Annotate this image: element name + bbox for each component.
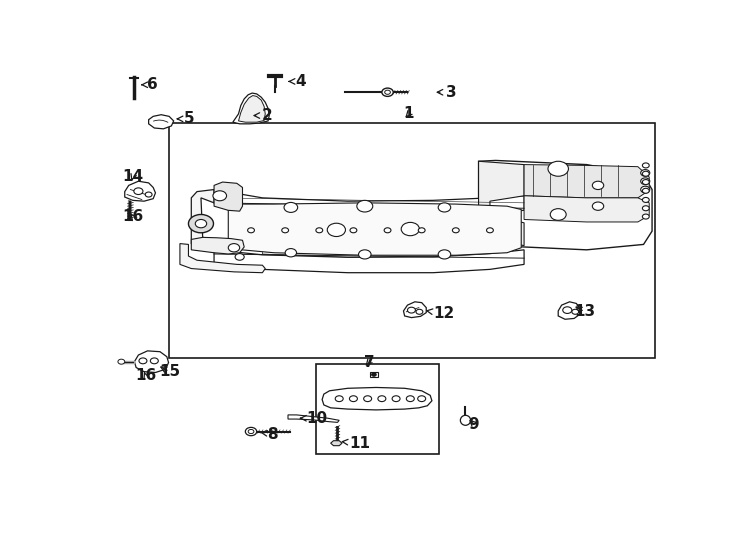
Circle shape — [641, 178, 650, 185]
Text: 1: 1 — [404, 106, 414, 122]
Circle shape — [592, 181, 603, 190]
Circle shape — [371, 373, 376, 376]
Text: 16: 16 — [135, 368, 156, 383]
Text: 15: 15 — [159, 364, 180, 379]
Circle shape — [349, 396, 357, 402]
Polygon shape — [479, 160, 652, 250]
Circle shape — [195, 219, 207, 228]
Circle shape — [139, 358, 147, 364]
Circle shape — [150, 358, 159, 364]
Circle shape — [335, 396, 344, 402]
Circle shape — [382, 88, 393, 97]
Circle shape — [572, 309, 578, 314]
Text: 8: 8 — [261, 427, 277, 442]
Circle shape — [418, 228, 425, 233]
Circle shape — [385, 90, 390, 94]
Polygon shape — [479, 161, 524, 246]
Circle shape — [213, 191, 227, 201]
Circle shape — [438, 203, 451, 212]
Circle shape — [384, 228, 391, 233]
Circle shape — [145, 192, 152, 197]
Polygon shape — [148, 114, 174, 129]
Bar — [316, 364, 439, 454]
Circle shape — [134, 188, 143, 194]
Circle shape — [245, 427, 257, 436]
Circle shape — [487, 228, 493, 233]
Polygon shape — [214, 250, 524, 273]
Circle shape — [642, 206, 649, 211]
Polygon shape — [322, 388, 432, 410]
Text: 12: 12 — [427, 306, 454, 321]
Bar — [370, 372, 378, 377]
Circle shape — [642, 198, 649, 202]
Circle shape — [407, 396, 414, 402]
Ellipse shape — [460, 415, 470, 426]
Polygon shape — [233, 93, 269, 124]
Polygon shape — [288, 415, 339, 422]
Bar — [169, 123, 655, 358]
Circle shape — [247, 228, 255, 233]
Circle shape — [452, 228, 459, 233]
Text: 13: 13 — [574, 304, 595, 319]
Circle shape — [592, 202, 603, 211]
Text: 9: 9 — [468, 416, 479, 431]
Circle shape — [235, 254, 244, 260]
Circle shape — [642, 180, 649, 185]
Circle shape — [284, 202, 298, 212]
Polygon shape — [214, 190, 524, 214]
Circle shape — [642, 188, 649, 193]
Text: 6: 6 — [142, 77, 159, 92]
Circle shape — [407, 307, 415, 313]
Text: 7: 7 — [363, 355, 374, 369]
Circle shape — [357, 200, 373, 212]
Text: 11: 11 — [342, 436, 370, 451]
Circle shape — [642, 171, 649, 176]
Circle shape — [438, 250, 451, 259]
Text: 14: 14 — [123, 168, 144, 184]
Polygon shape — [262, 214, 490, 258]
Circle shape — [550, 208, 566, 220]
Circle shape — [228, 244, 240, 252]
Text: 10: 10 — [300, 411, 328, 426]
Text: 4: 4 — [289, 74, 305, 89]
Circle shape — [418, 396, 426, 402]
Circle shape — [118, 359, 125, 364]
Polygon shape — [239, 96, 265, 122]
Polygon shape — [558, 302, 580, 319]
Circle shape — [358, 250, 371, 259]
Circle shape — [189, 214, 214, 233]
Circle shape — [641, 186, 650, 193]
Polygon shape — [192, 190, 214, 250]
Circle shape — [642, 163, 649, 168]
Polygon shape — [134, 351, 169, 373]
Polygon shape — [228, 203, 521, 255]
Polygon shape — [125, 181, 156, 201]
Circle shape — [285, 248, 297, 257]
Circle shape — [350, 228, 357, 233]
Circle shape — [401, 222, 419, 235]
Circle shape — [416, 309, 423, 314]
Circle shape — [282, 228, 288, 233]
Polygon shape — [524, 165, 649, 198]
Text: 16: 16 — [123, 210, 144, 225]
Text: 5: 5 — [178, 111, 195, 126]
Circle shape — [641, 170, 650, 176]
Polygon shape — [404, 302, 426, 318]
Circle shape — [248, 429, 254, 434]
Circle shape — [327, 223, 346, 237]
Circle shape — [563, 307, 572, 313]
Polygon shape — [330, 441, 342, 446]
Polygon shape — [180, 244, 265, 273]
Circle shape — [642, 214, 649, 219]
Circle shape — [392, 396, 400, 402]
Circle shape — [316, 228, 323, 233]
Circle shape — [548, 161, 568, 176]
Circle shape — [363, 396, 371, 402]
Circle shape — [378, 396, 386, 402]
Polygon shape — [214, 182, 242, 211]
Text: 2: 2 — [254, 108, 272, 123]
Text: 3: 3 — [437, 85, 457, 100]
Polygon shape — [524, 196, 649, 222]
Polygon shape — [192, 238, 244, 254]
